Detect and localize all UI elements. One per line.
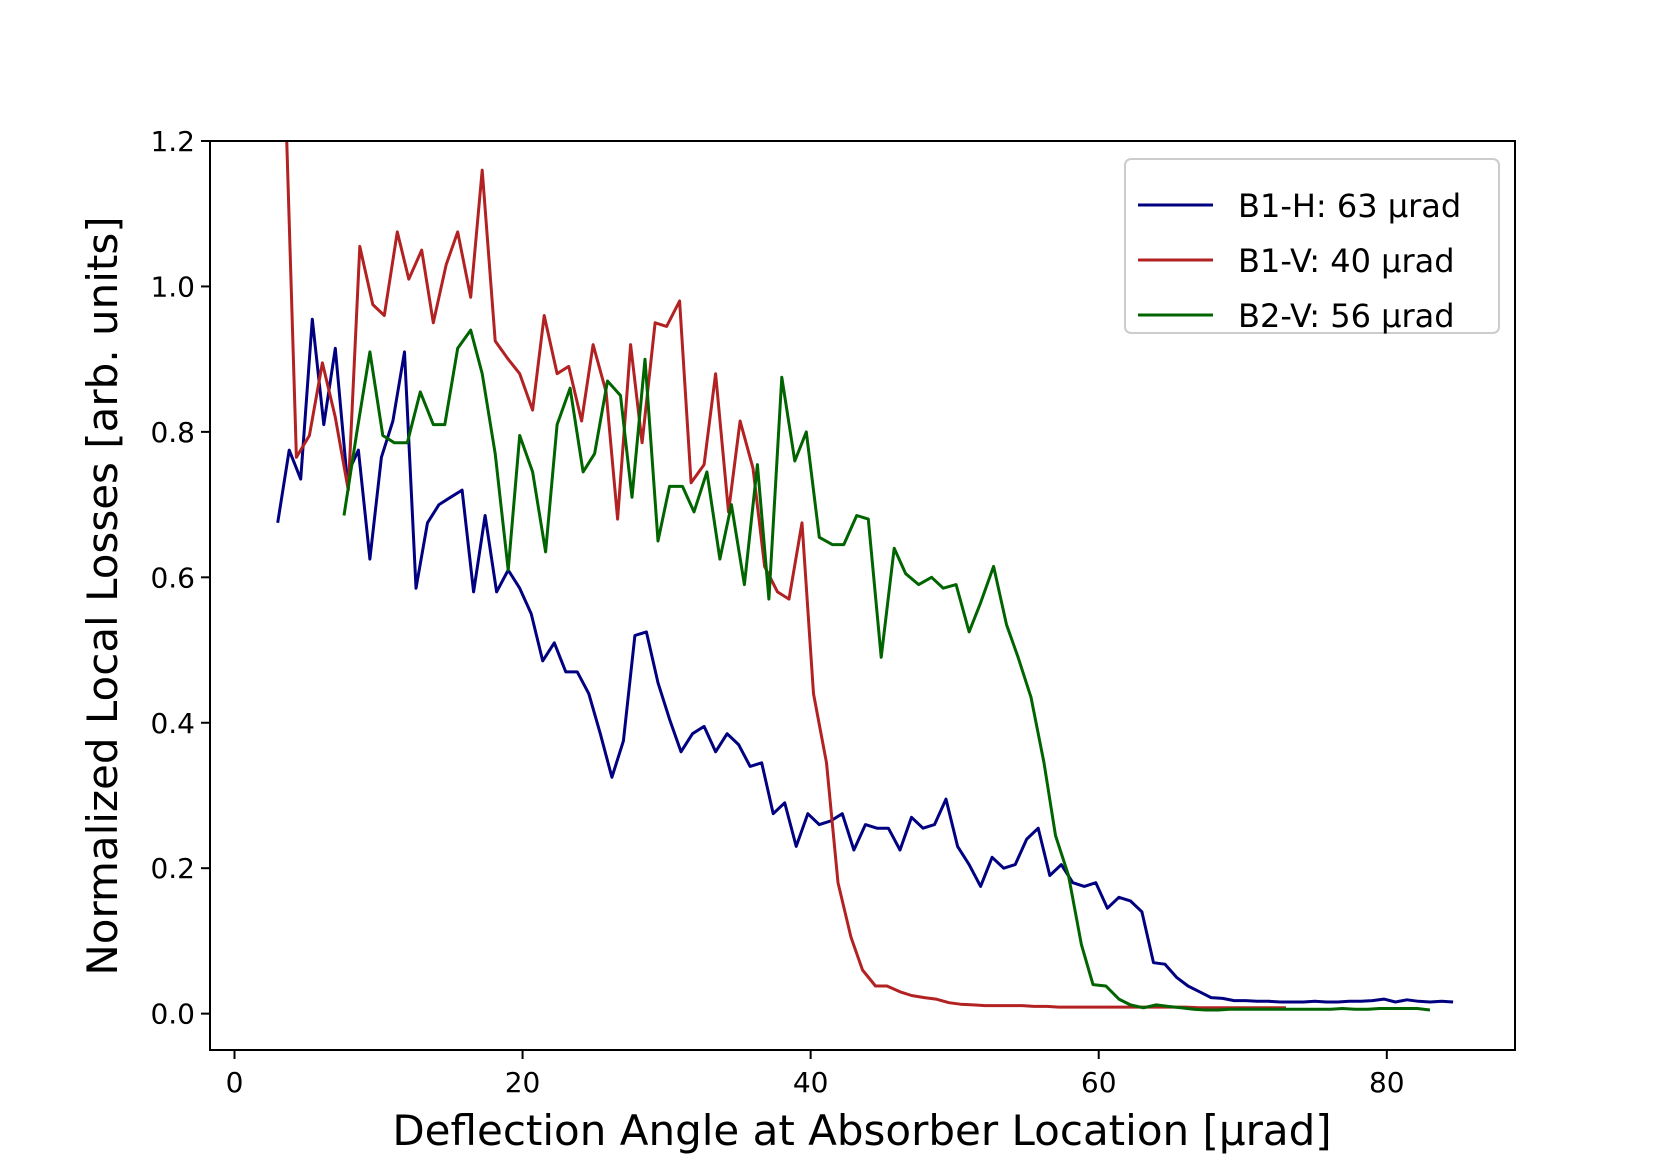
y-tick-label: 1.0 bbox=[150, 270, 195, 303]
y-axis-label: Normalized Local Losses [arb. units] bbox=[78, 216, 127, 975]
x-tick-label: 40 bbox=[793, 1066, 829, 1099]
legend-label-1: B1-H: 63 μrad bbox=[1238, 187, 1461, 225]
y-tick-label: 1.2 bbox=[150, 125, 195, 158]
x-tick-label: 20 bbox=[505, 1066, 541, 1099]
y-tick-label: 0.8 bbox=[150, 416, 195, 449]
y-tick-label: 0.4 bbox=[150, 707, 195, 740]
legend: B1-H: 63 μrad B1-V: 40 μrad B2-V: 56 μrad bbox=[1125, 159, 1499, 335]
legend-label-3: B2-V: 56 μrad bbox=[1238, 297, 1455, 335]
x-tick-label: 0 bbox=[226, 1066, 244, 1099]
y-tick-label: 0.6 bbox=[150, 561, 195, 594]
y-tick-label: 0.2 bbox=[150, 852, 195, 885]
x-tick-label: 80 bbox=[1369, 1066, 1405, 1099]
x-tick-label: 60 bbox=[1081, 1066, 1117, 1099]
legend-label-2: B1-V: 40 μrad bbox=[1238, 242, 1455, 280]
x-axis-label: Deflection Angle at Absorber Location [μ… bbox=[392, 1106, 1331, 1155]
y-tick-label: 0.0 bbox=[150, 998, 195, 1031]
